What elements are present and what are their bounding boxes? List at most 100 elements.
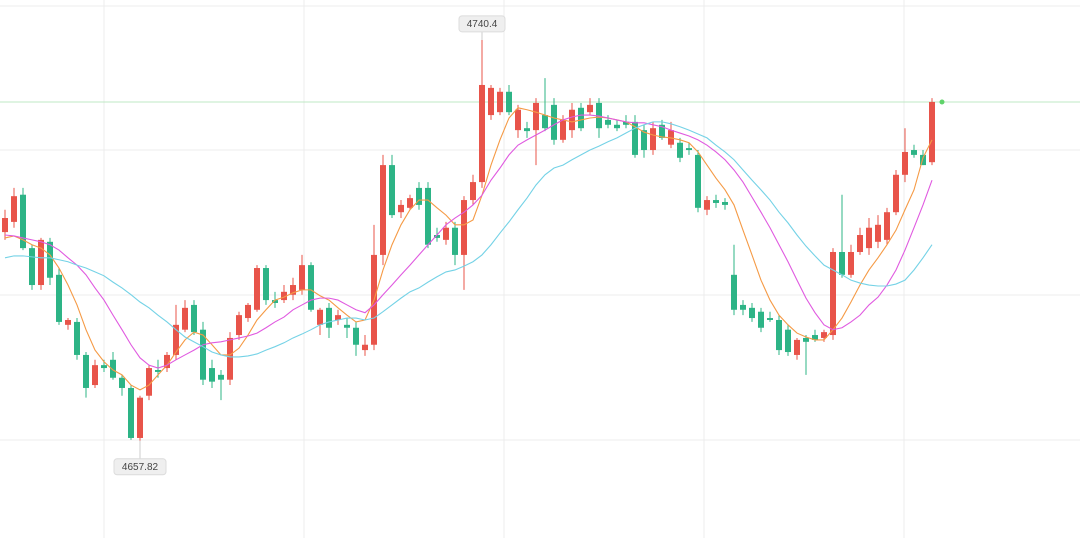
candle-body (29, 248, 35, 286)
candle (569, 102, 575, 138)
candle-body (803, 337, 809, 342)
candle-body (767, 318, 773, 320)
candle (74, 318, 80, 360)
candle-body (326, 307, 332, 328)
candle (749, 302, 755, 322)
candle-body (164, 354, 170, 369)
candle-body (605, 119, 611, 125)
candle-body (497, 91, 503, 113)
candle-body (362, 344, 368, 351)
candle-body (506, 91, 512, 113)
candle (614, 119, 620, 132)
candle-body (569, 109, 575, 131)
candle (650, 121, 656, 155)
candle-body (74, 321, 80, 355)
candle (731, 244, 737, 316)
candle-body (101, 365, 107, 369)
candle-body (2, 218, 8, 233)
candle-body (281, 291, 287, 301)
candle (704, 196, 710, 216)
candle-body (290, 285, 296, 295)
candle-body (173, 324, 179, 355)
candle-body (38, 239, 44, 286)
candle-body (848, 252, 854, 275)
candle (767, 311, 773, 322)
candle-body (920, 154, 926, 166)
candle-body (353, 327, 359, 345)
candle (488, 84, 494, 120)
candle-body (263, 268, 269, 301)
candle-body (812, 335, 818, 340)
candle (308, 262, 314, 312)
candle-body (335, 315, 341, 320)
candle (506, 84, 512, 116)
candle (839, 194, 845, 278)
annotation-label: 4740.4 (467, 19, 498, 30)
candle-body (578, 107, 584, 129)
candle-body (389, 165, 395, 216)
candle-body (785, 329, 791, 353)
candle (803, 335, 809, 375)
candle-body (479, 84, 485, 183)
candle-body (308, 265, 314, 310)
candle (254, 265, 260, 312)
candle (542, 78, 548, 132)
candle-body (776, 319, 782, 351)
candle-body (524, 128, 530, 132)
candle (299, 254, 305, 295)
candle (902, 128, 908, 183)
candle (758, 307, 764, 333)
candle (578, 102, 584, 132)
candle-body (704, 200, 710, 210)
candle-body (227, 337, 233, 380)
candle-body (902, 151, 908, 175)
candle-body (236, 315, 242, 336)
candle-body (344, 324, 350, 328)
candle-body (146, 368, 152, 396)
candle-body (155, 369, 161, 372)
candle-body (614, 124, 620, 129)
candle (632, 115, 638, 158)
candle (713, 194, 719, 208)
annotation-label: 4657.82 (122, 462, 159, 473)
candle (119, 374, 125, 396)
candle (875, 215, 881, 249)
candle (407, 194, 413, 210)
moving-average-line (4, 121, 933, 358)
candle (524, 121, 530, 138)
candle (497, 87, 503, 116)
candle-body (623, 121, 629, 125)
candle-body (866, 227, 872, 249)
candle (290, 277, 296, 301)
candle (893, 169, 899, 216)
candle-body (299, 265, 305, 290)
candle (587, 98, 593, 116)
candle (146, 365, 152, 401)
candle (2, 209, 8, 240)
candle-body (929, 101, 935, 163)
candle-body (20, 194, 26, 249)
candle (245, 302, 251, 322)
candle-body (830, 252, 836, 336)
candle (236, 311, 242, 340)
candle-body (182, 307, 188, 330)
candle-body (209, 368, 215, 382)
candle-body (83, 354, 89, 388)
candle (29, 244, 35, 290)
candle (209, 359, 215, 388)
candle-body (839, 252, 845, 275)
candle (335, 309, 341, 325)
candle-body (110, 359, 116, 378)
moving-average-line (4, 107, 933, 391)
candle (740, 300, 746, 316)
candle (686, 142, 692, 155)
candle (173, 304, 179, 360)
candle (452, 221, 458, 266)
candle (182, 300, 188, 333)
candle (722, 198, 728, 210)
candle-body (443, 227, 449, 240)
candle-body (92, 365, 98, 386)
candle-body (641, 130, 647, 151)
candle-body (398, 204, 404, 213)
candle (389, 154, 395, 219)
